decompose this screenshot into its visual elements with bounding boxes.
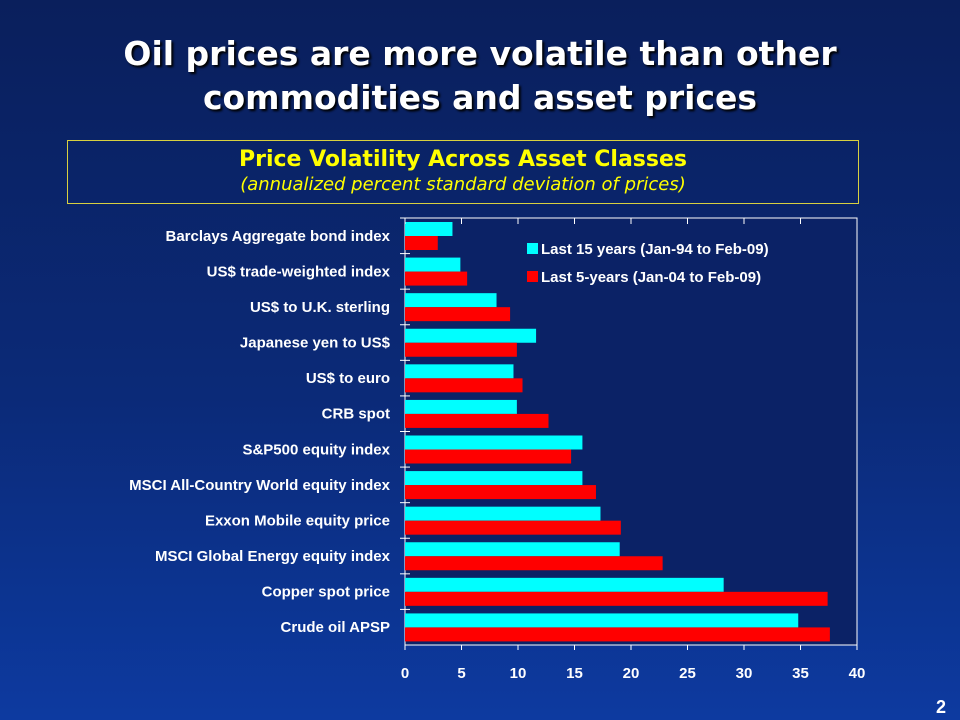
slide-title: Oil prices are more volatile than other … — [0, 32, 960, 120]
x-tick-label: 0 — [401, 665, 409, 682]
bar-15yr — [405, 328, 537, 343]
x-tick-label: 35 — [792, 665, 809, 682]
x-tick-label: 40 — [849, 665, 866, 682]
bar-5yr — [405, 378, 523, 393]
legend-label: Last 5-years (Jan-04 to Feb-09) — [541, 269, 761, 286]
legend-swatch — [527, 243, 538, 254]
plot-area — [404, 217, 858, 646]
bar-5yr — [405, 591, 828, 606]
bar-15yr — [405, 364, 514, 379]
category-label: MSCI All-Country World equity index — [129, 477, 390, 494]
slide-title-line1: Oil prices are more volatile than other — [123, 34, 837, 73]
legend-swatch — [527, 271, 538, 282]
category-label: US$ to euro — [306, 370, 390, 387]
bar-15yr — [405, 399, 517, 414]
bar-15yr — [405, 222, 453, 236]
chart-title-box: Price Volatility Across Asset Classes (a… — [67, 140, 859, 204]
bar-15yr — [405, 542, 620, 557]
bar-5yr — [405, 627, 830, 642]
bar-5yr — [405, 307, 511, 322]
bar-15yr — [405, 435, 583, 450]
chart-title: Price Volatility Across Asset Classes — [238, 147, 688, 172]
bar-5yr — [405, 449, 572, 464]
category-label: Crude oil APSP — [281, 619, 390, 636]
category-label: US$ to U.K. sterling — [250, 299, 390, 316]
category-label: S&P500 equity index — [242, 441, 390, 458]
slide-title-line2: commodities and asset prices — [202, 78, 758, 117]
category-label: Barclays Aggregate bond index — [165, 228, 390, 245]
bar-5yr — [405, 413, 549, 428]
x-tick-label: 5 — [457, 665, 465, 682]
bar-5yr — [405, 520, 621, 535]
bar-15yr — [405, 471, 583, 486]
chart-subtitle: (annualized percent standard deviation o… — [240, 174, 686, 195]
category-label: MSCI Global Energy equity index — [155, 548, 391, 565]
bar-5yr — [405, 485, 596, 500]
x-tick-label: 20 — [623, 665, 640, 682]
x-tick-label: 25 — [679, 665, 696, 682]
category-label: US$ trade-weighted index — [207, 263, 391, 280]
category-label: CRB spot — [322, 406, 390, 423]
bar-15yr — [405, 577, 724, 592]
bar-15yr — [405, 257, 461, 272]
x-tick-label: 30 — [736, 665, 753, 682]
bar-15yr — [405, 613, 799, 628]
bar-15yr — [405, 506, 601, 521]
page-number: 2 — [935, 697, 946, 717]
category-label: Japanese yen to US$ — [240, 335, 391, 352]
bar-5yr — [405, 556, 663, 571]
x-tick-label: 15 — [566, 665, 583, 682]
bar-5yr — [405, 342, 517, 357]
legend-label: Last 15 years (Jan-94 to Feb-09) — [541, 241, 769, 258]
bar-15yr — [405, 293, 497, 308]
bar-5yr — [405, 271, 468, 286]
category-label: Exxon Mobile equity price — [205, 512, 390, 529]
x-tick-label: 10 — [510, 665, 527, 682]
category-label: Copper spot price — [262, 584, 390, 601]
bar-5yr — [405, 236, 438, 250]
